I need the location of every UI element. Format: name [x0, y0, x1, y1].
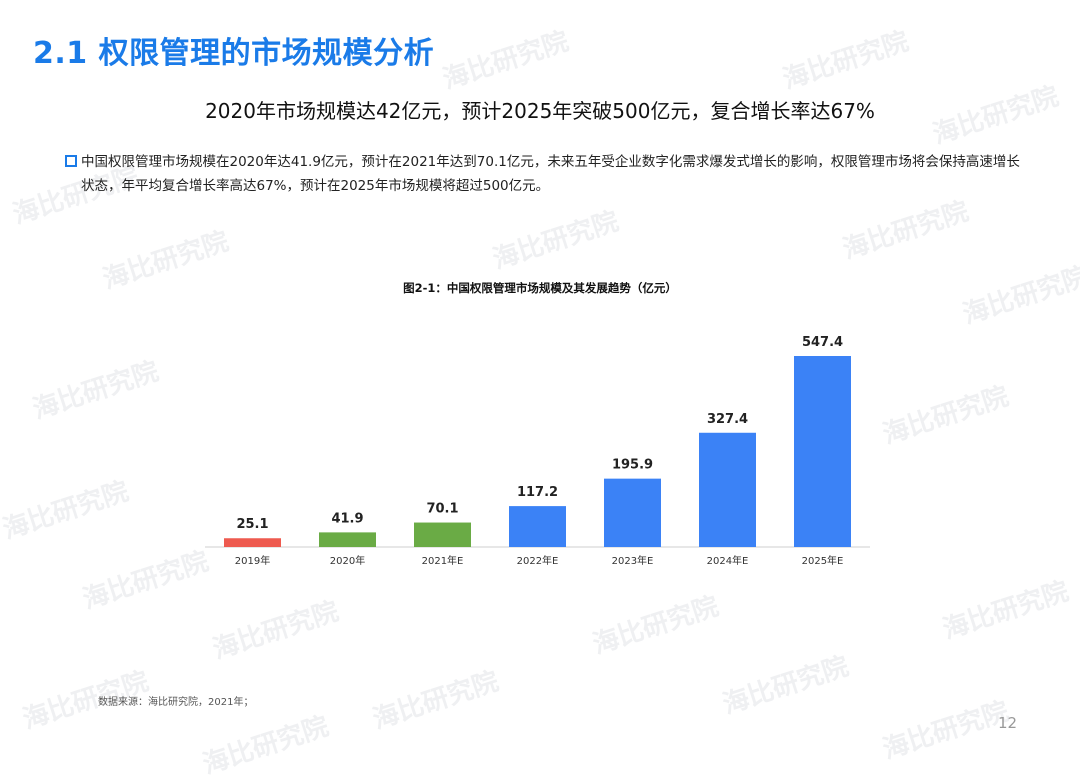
bar-value-label: 195.9: [612, 458, 653, 473]
page-title: 2.1 权限管理的市场规模分析: [33, 36, 435, 71]
bar-value-label: 327.4: [707, 412, 748, 427]
bar: [604, 478, 661, 547]
data-source: 数据来源：海比研究院，2021年；: [98, 697, 254, 708]
bullet-paragraph: 中国权限管理市场规模在2020年达41.9亿元，预计在2021年达到70.1亿元…: [65, 150, 1025, 198]
square-bullet-icon: [65, 155, 77, 167]
x-tick-label: 2019年: [235, 554, 270, 567]
bar-value-label: 117.2: [517, 485, 558, 500]
bar-value-label: 41.9: [331, 511, 363, 526]
bar: [414, 522, 471, 547]
bar: [699, 432, 756, 547]
x-tick-label: 2023年E: [612, 554, 654, 567]
x-tick-label: 2025年E: [802, 554, 844, 567]
headline: 2020年市场规模达42亿元，预计2025年突破500亿元，复合增长率达67%: [205, 99, 875, 123]
x-tick-label: 2024年E: [707, 554, 749, 567]
bar-chart: 25.1 2019年 41.9 2020年 70.1 2021年E 117.2 2022年E 1…: [205, 335, 870, 567]
bar-value-label: 547.4: [802, 335, 843, 350]
bar: [509, 506, 566, 547]
page-number: 12: [998, 714, 1018, 732]
bullet-text: 中国权限管理市场规模在2020年达41.9亿元，预计在2021年达到70.1亿元…: [81, 154, 1020, 194]
bar: [224, 538, 281, 547]
bar-value-label: 70.1: [426, 502, 458, 517]
bar: [794, 356, 851, 547]
x-tick-label: 2020年: [330, 554, 365, 567]
chart-title: 图2-1：中国权限管理市场规模及其发展趋势（亿元）: [403, 281, 677, 295]
x-tick-label: 2022年E: [517, 554, 559, 567]
x-tick-label: 2021年E: [422, 554, 464, 567]
bar-value-label: 25.1: [236, 517, 268, 532]
bar: [319, 532, 376, 547]
